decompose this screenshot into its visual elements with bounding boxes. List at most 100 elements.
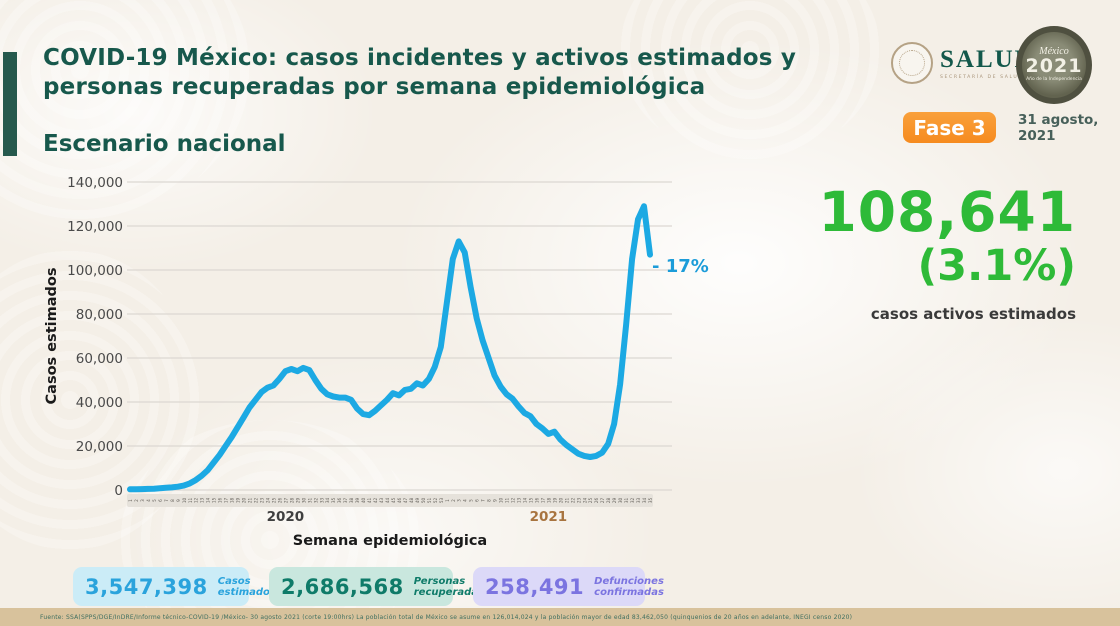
week-tick-label: 50 — [421, 498, 426, 504]
y-tick-label: 120,000 — [67, 219, 123, 235]
week-tick-label: 23 — [259, 498, 264, 504]
salud-logo: SALUD SECRETARÍA DE SALUD — [891, 42, 1035, 84]
title-line-2: personas recuperadas por semana epidemio… — [43, 73, 706, 100]
x-axis-title: Semana epidemiológica — [292, 533, 488, 549]
week-tick-label: 10 — [182, 498, 187, 504]
week-tick-label: 29 — [612, 498, 617, 504]
week-tick-label: 12 — [194, 498, 199, 504]
week-tick-label: 4 — [463, 499, 468, 502]
week-tick-label: 24 — [265, 498, 270, 504]
week-tick-label: 21 — [564, 498, 569, 504]
week-tick-label: 20 — [558, 498, 563, 504]
week-tick-label: 46 — [397, 498, 402, 504]
week-tick-label: 31 — [624, 498, 629, 504]
week-tick-label: 41 — [367, 498, 372, 504]
week-tick-label: 18 — [546, 498, 551, 504]
week-tick-label: 14 — [522, 498, 527, 504]
mexico-logo-subtitle: Año de la Independencia — [1026, 77, 1082, 83]
week-tick-label: 42 — [373, 498, 378, 504]
year-label: 2021 — [530, 509, 568, 525]
week-tick-label: 2 — [451, 499, 456, 502]
week-tick-label: 44 — [385, 498, 390, 504]
x-tick-band — [127, 494, 653, 507]
week-tick-label: 21 — [248, 498, 253, 504]
week-tick-label: 25 — [271, 498, 276, 504]
year-label: 2020 — [267, 509, 305, 525]
y-axis-title: Casos estimados — [44, 268, 60, 405]
week-tick-label: 6 — [158, 499, 163, 502]
deaths-label: Defunciones confirmadas — [594, 575, 664, 598]
stat-chip-recovered: 2,686,568 Personas recuperadas — [269, 567, 484, 606]
week-tick-label: 16 — [218, 498, 223, 504]
y-tick-label: 0 — [114, 483, 123, 499]
week-tick-label: 19 — [552, 498, 557, 504]
week-tick-label: 14 — [206, 498, 211, 504]
week-tick-label: 7 — [164, 499, 169, 502]
estimated-cases-chart: 0 20,000 40,000 60,000 80,000 100,000 120,000 1… — [30, 168, 720, 530]
source-text: Fuente: SSA(SPPS/DGE/InDRE/Informe técni… — [40, 613, 853, 621]
y-tick-label: 60,000 — [76, 351, 123, 367]
week-tick-label: 33 — [319, 498, 324, 504]
week-tick-label: 37 — [343, 498, 348, 504]
week-tick-label: 25 — [588, 498, 593, 504]
week-tick-label: 7 — [481, 499, 486, 502]
week-tick-label: 9 — [176, 499, 181, 502]
week-tick-label: 3 — [140, 499, 145, 502]
mexico-logo-year: 2021 — [1025, 55, 1083, 78]
week-tick-label: 1 — [128, 499, 133, 502]
week-tick-label: 30 — [618, 498, 623, 504]
active-cases-kpi: 108,641 (3.1%) casos activos estimados — [780, 183, 1076, 323]
week-tick-label: 8 — [487, 499, 492, 502]
week-tick-label: 20 — [242, 498, 247, 504]
week-tick-label: 48 — [409, 498, 414, 504]
week-tick-label: 23 — [576, 498, 581, 504]
page-title: COVID-19 México: casos incidentes y acti… — [43, 44, 843, 102]
week-tick-label: 32 — [630, 498, 635, 504]
y-tick-label: 140,000 — [67, 175, 123, 191]
deaths-value: 258,491 — [485, 574, 585, 599]
summary-stats-row: 3,547,398 Casos estimados 2,686,568 Pers… — [73, 567, 664, 606]
week-tick-label: 3 — [457, 499, 462, 502]
week-tick-label: 17 — [224, 498, 229, 504]
week-tick-label: 6 — [475, 499, 480, 502]
report-date-line2: 2021 — [1018, 128, 1056, 145]
week-tick-label: 29 — [295, 498, 300, 504]
week-tick-label: 35 — [331, 498, 336, 504]
week-tick-label: 34 — [642, 498, 647, 504]
week-tick-label: 33 — [636, 498, 641, 504]
y-tick-label: 20,000 — [76, 439, 123, 455]
week-tick-label: 49 — [415, 498, 420, 504]
week-tick-label: 16 — [534, 498, 539, 504]
y-tick-label: 100,000 — [67, 263, 123, 279]
week-tick-label: 27 — [283, 498, 288, 504]
week-tick-label: 26 — [594, 498, 599, 504]
week-tick-label: 12 — [511, 498, 516, 504]
report-date: 31 agosto, 2021 — [1018, 112, 1098, 144]
estimated-cases-chart-svg: 0 20,000 40,000 60,000 80,000 100,000 120,000 1… — [44, 175, 672, 525]
week-tick-label: 13 — [200, 498, 205, 504]
week-tick-label: 22 — [570, 498, 575, 504]
week-tick-label: 31 — [307, 498, 312, 504]
week-tick-label: 15 — [212, 498, 217, 504]
title-line-1: COVID-19 México: casos incidentes y acti… — [43, 45, 797, 71]
mexico-2021-logo: México 2021 Año de la Independencia — [1016, 26, 1092, 104]
trend-annotation: - 17% — [652, 256, 709, 277]
week-tick-label: 28 — [606, 498, 611, 504]
week-tick-label: 5 — [469, 499, 474, 502]
week-tick-label: 11 — [188, 498, 193, 504]
week-tick-label: 27 — [600, 498, 605, 504]
week-tick-label: 39 — [355, 498, 360, 504]
week-tick-label: 35 — [648, 498, 653, 504]
week-tick-label: 34 — [325, 498, 330, 504]
week-tick-label: 26 — [277, 498, 282, 504]
recovered-label: Personas recuperadas — [413, 575, 484, 598]
stat-chip-deaths: 258,491 Defunciones confirmadas — [473, 567, 664, 606]
week-tick-label: 22 — [254, 498, 259, 504]
week-tick-label: 18 — [230, 498, 235, 504]
active-cases-percent: (3.1%) — [917, 240, 1076, 291]
week-tick-label: 5 — [152, 499, 157, 502]
week-tick-label: 51 — [427, 498, 432, 504]
week-tick-label: 53 — [439, 498, 444, 504]
week-tick-label: 36 — [337, 498, 342, 504]
week-tick-label: 28 — [289, 498, 294, 504]
